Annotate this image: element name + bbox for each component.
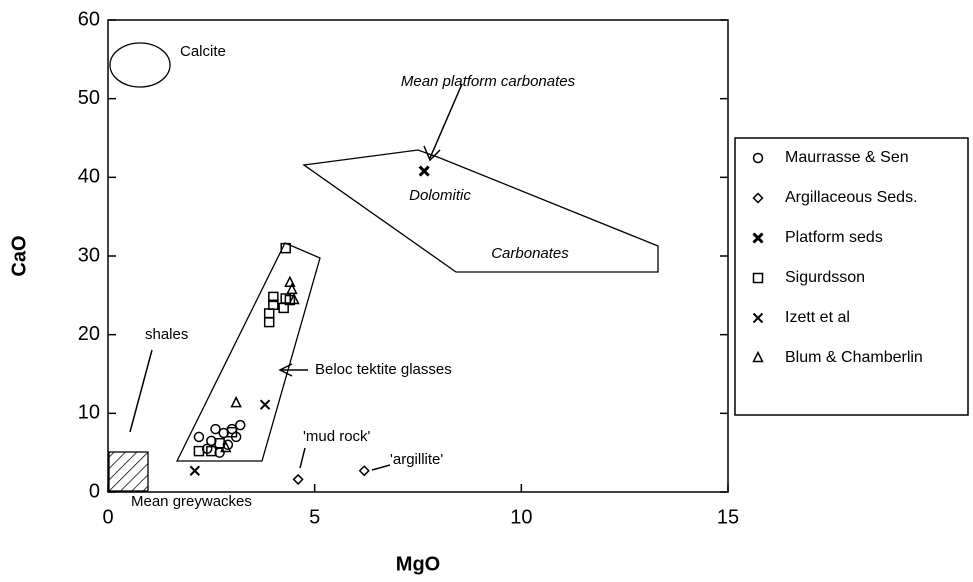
legend-label: Izett et al xyxy=(785,309,850,326)
point xyxy=(235,419,246,431)
point xyxy=(418,165,430,177)
point xyxy=(280,242,291,254)
y-tick-label: 20 xyxy=(78,323,100,345)
point xyxy=(292,473,304,485)
point xyxy=(206,445,217,457)
beloc-field xyxy=(175,242,321,462)
point xyxy=(214,437,225,449)
y-tick-label: 50 xyxy=(78,87,100,109)
point xyxy=(193,431,205,443)
point xyxy=(189,465,201,476)
legend-label: Argillaceous Seds. xyxy=(785,189,918,206)
legend-marker xyxy=(752,192,764,204)
annotation: Beloc tektite glasses xyxy=(315,361,452,378)
y-tick-label: 30 xyxy=(78,244,100,266)
annotation: Carbonates xyxy=(491,245,569,262)
legend-label: Sigurdsson xyxy=(785,269,865,286)
legend-label: Platform seds xyxy=(785,229,883,246)
x-tick-label: 5 xyxy=(309,506,320,528)
plot-frame xyxy=(107,19,729,493)
annotation: shales xyxy=(145,326,188,343)
point xyxy=(259,399,271,410)
y-tick-label: 60 xyxy=(78,8,100,30)
x-tick-label: 0 xyxy=(102,506,113,528)
point xyxy=(263,308,275,319)
point xyxy=(210,423,221,435)
annotation: Calcite xyxy=(180,43,226,60)
annotation: Dolomitic xyxy=(409,187,471,204)
legend-label: Maurrasse & Sen xyxy=(785,149,909,166)
x-tick-label: 10 xyxy=(510,506,532,528)
legend-marker xyxy=(752,312,764,324)
point xyxy=(278,302,289,314)
legend-marker xyxy=(752,272,764,284)
point xyxy=(230,395,242,408)
legend-label: Blum & Chamberlin xyxy=(785,349,923,366)
point xyxy=(284,275,296,287)
point xyxy=(226,426,238,438)
y-tick-label: 40 xyxy=(78,166,100,188)
point xyxy=(263,316,275,328)
arrows xyxy=(129,83,463,471)
y-tick-label: 10 xyxy=(78,402,100,424)
y-axis-label: CaO xyxy=(8,235,30,276)
point xyxy=(358,465,370,477)
x-tick-label: 15 xyxy=(717,506,739,528)
annotation: Mean greywackes xyxy=(131,493,252,510)
calcite-field xyxy=(109,42,171,88)
legend-marker xyxy=(752,232,764,244)
legend-marker xyxy=(752,350,764,363)
shales-field xyxy=(108,451,149,492)
annotation: 'mud rock' xyxy=(303,428,371,445)
point xyxy=(220,440,232,453)
legend-marker xyxy=(752,152,764,164)
legend-box xyxy=(734,137,969,416)
point xyxy=(268,291,279,303)
x-axis-label: MgO xyxy=(396,553,440,575)
point xyxy=(193,445,205,457)
annotation: Mean platform carbonates xyxy=(401,73,576,90)
point xyxy=(284,294,296,306)
point xyxy=(286,282,298,295)
y-tick-label: 0 xyxy=(89,480,100,502)
point xyxy=(288,292,300,305)
annotation: 'argillite' xyxy=(390,451,443,468)
dolomitic-field xyxy=(302,149,659,273)
